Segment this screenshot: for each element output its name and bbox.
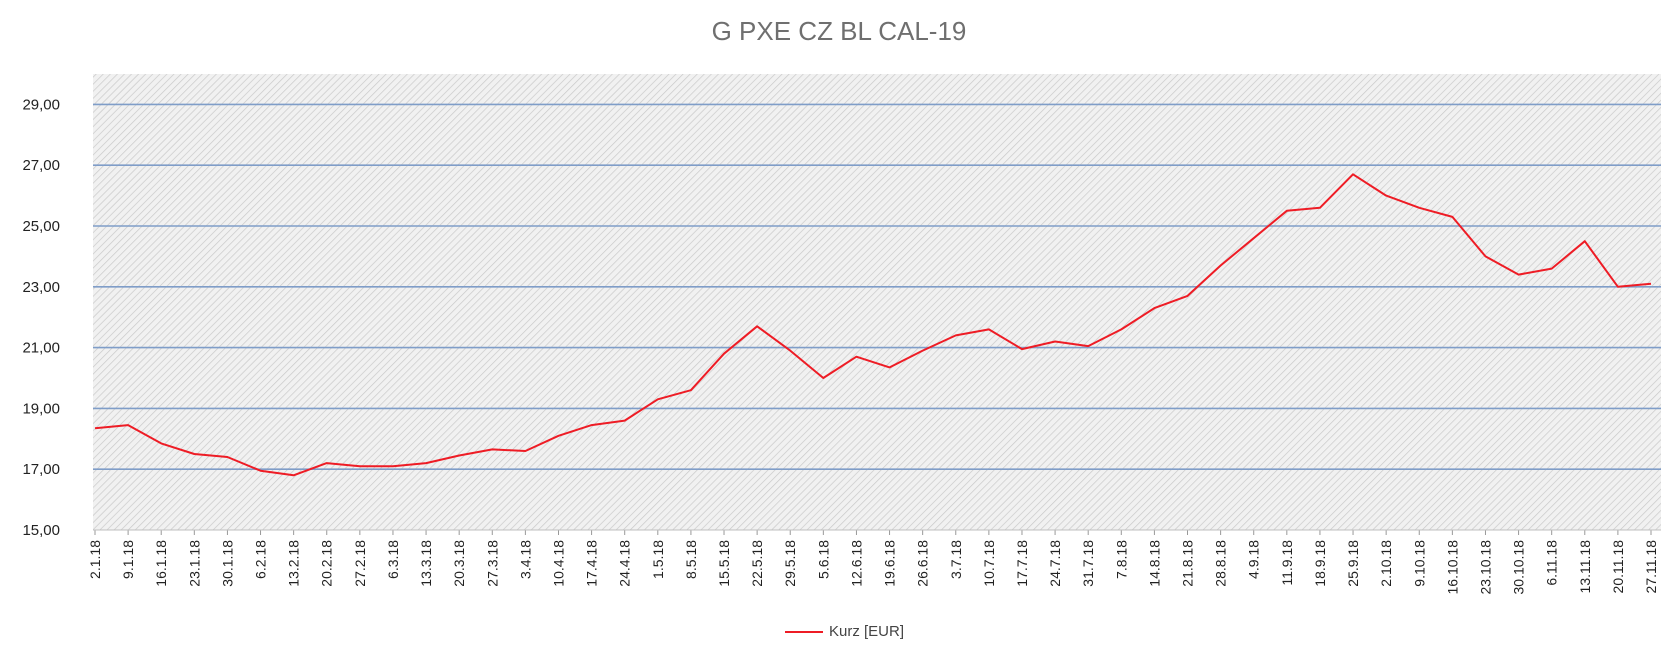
- chart-title: G PXE CZ BL CAL-19: [711, 16, 967, 46]
- x-tick-label: 6.3.18: [385, 540, 401, 579]
- x-tick-label: 10.7.18: [981, 540, 997, 587]
- x-tick-label: 17.7.18: [1014, 540, 1030, 587]
- x-tick-label: 27.3.18: [484, 540, 500, 587]
- x-tick-label: 2.1.18: [87, 540, 103, 579]
- x-tick-label: 9.10.18: [1411, 540, 1427, 587]
- x-tick-label: 26.6.18: [915, 540, 931, 587]
- x-tick-label: 13.3.18: [418, 540, 434, 587]
- y-tick-label: 17,00: [22, 461, 60, 478]
- x-tick-label: 20.11.18: [1610, 540, 1626, 594]
- x-tick-label: 12.6.18: [848, 540, 864, 587]
- x-tick-label: 19.6.18: [882, 540, 898, 587]
- x-tick-label: 3.7.18: [948, 540, 964, 579]
- x-tick-label: 2.10.18: [1378, 540, 1394, 587]
- legend-label: Kurz [EUR]: [829, 623, 905, 640]
- x-tick-label: 21.8.18: [1180, 540, 1196, 587]
- legend-swatch: [785, 630, 823, 633]
- x-tick-label: 10.4.18: [550, 540, 566, 587]
- y-tick-label: 19,00: [22, 400, 60, 417]
- x-tick-label: 13.11.18: [1577, 540, 1593, 594]
- x-tick-label: 16.10.18: [1444, 540, 1460, 595]
- x-tick-label: 22.5.18: [749, 540, 765, 587]
- x-tick-label: 29.5.18: [782, 540, 798, 587]
- x-tick-label: 24.7.18: [1047, 540, 1063, 587]
- x-tick-label: 11.9.18: [1279, 540, 1295, 586]
- x-tick-label: 4.9.18: [1246, 540, 1262, 579]
- x-tick-label: 5.6.18: [815, 540, 831, 579]
- y-tick-label: 23,00: [22, 279, 60, 296]
- series-layer: [94, 173, 1652, 477]
- x-tick-label: 28.8.18: [1213, 540, 1229, 587]
- series-line: [94, 173, 1652, 477]
- x-tick-label: 7.8.18: [1113, 540, 1129, 579]
- x-tick-label: 25.9.18: [1345, 540, 1361, 587]
- x-tick-label: 8.5.18: [683, 540, 699, 579]
- legend: Kurz [EUR]: [785, 623, 904, 640]
- x-axis-ticks: 2.1.18 9.1.18 16.1.18 23.1.18 30.1.18 6.2.18 1…: [87, 529, 1661, 595]
- x-tick-label: 6.2.18: [253, 540, 269, 579]
- x-tick-label: 24.4.18: [617, 540, 633, 587]
- x-tick-label: 17.4.18: [584, 540, 600, 587]
- x-tick-label: 30.10.18: [1511, 540, 1527, 595]
- x-tick-label: 18.9.18: [1312, 540, 1328, 587]
- x-tick-label: 16.1.18: [153, 540, 169, 587]
- x-tick-label: 20.3.18: [451, 540, 467, 587]
- x-tick-label: 27.2.18: [352, 540, 368, 587]
- x-tick-label: 23.10.18: [1477, 540, 1493, 595]
- y-tick-label: 25,00: [22, 218, 60, 235]
- x-tick-label: 15.5.18: [716, 540, 732, 587]
- y-tick-label: 15,00: [22, 522, 60, 539]
- y-tick-label: 27,00: [22, 157, 60, 174]
- x-tick-label: 13.2.18: [286, 540, 302, 587]
- x-tick-label: 6.11.18: [1544, 540, 1560, 586]
- x-tick-label: 23.1.18: [186, 540, 202, 587]
- plot-area: [93, 74, 1661, 530]
- x-tick-label: 14.8.18: [1146, 540, 1162, 587]
- x-tick-label: 31.7.18: [1080, 540, 1096, 587]
- x-tick-label: 3.4.18: [517, 540, 533, 579]
- y-axis-ticks: 15,00 17,00 19,00 21,00 23,00 25,00 27,00 29,00: [22, 96, 60, 539]
- x-tick-label: 30.1.18: [219, 540, 235, 587]
- x-tick-label: 1.5.18: [650, 540, 666, 579]
- y-tick-label: 21,00: [22, 340, 60, 357]
- x-tick-label: 20.2.18: [319, 540, 335, 587]
- x-tick-label: 27.11.18: [1643, 540, 1659, 594]
- x-tick-label: 9.1.18: [120, 540, 136, 579]
- y-tick-label: 29,00: [22, 96, 60, 113]
- gridlines: [93, 103, 1661, 471]
